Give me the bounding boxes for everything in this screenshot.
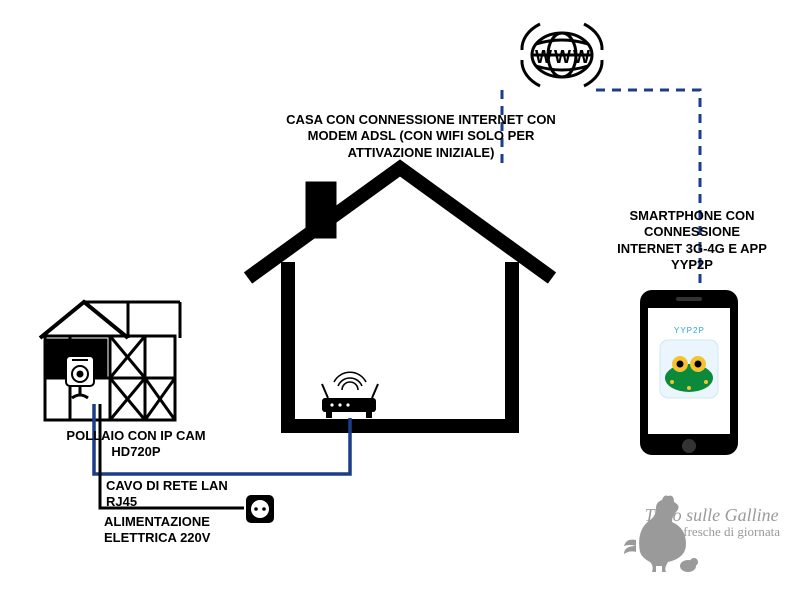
power-label: ALIMENTAZIONE ELETTRICA 220V bbox=[104, 514, 254, 547]
house-label: CASA CON CONNESSIONE INTERNET CON MODEM … bbox=[266, 112, 576, 161]
camera-icon bbox=[66, 356, 94, 398]
coop-label: POLLAIO CON IP CAM HD720P bbox=[56, 428, 216, 461]
app-name-label: YYP2P bbox=[674, 326, 705, 335]
phone-label: SMARTPHONE CON CONNESSIONE INTERNET 3G-4… bbox=[610, 208, 774, 273]
router-icon bbox=[322, 372, 378, 418]
www-label: WWW bbox=[526, 46, 601, 69]
brand-tagline: notizie fresche di giornata bbox=[645, 524, 780, 540]
coop-icon bbox=[40, 302, 180, 420]
brand-title: Tutto sulle Galline bbox=[645, 505, 780, 526]
phone-icon bbox=[640, 290, 738, 455]
brand-block: Tutto sulle Galline notizie fresche di g… bbox=[645, 505, 780, 540]
house-icon bbox=[248, 168, 552, 426]
lan-label: CAVO DI RETE LAN RJ45 bbox=[106, 478, 240, 511]
